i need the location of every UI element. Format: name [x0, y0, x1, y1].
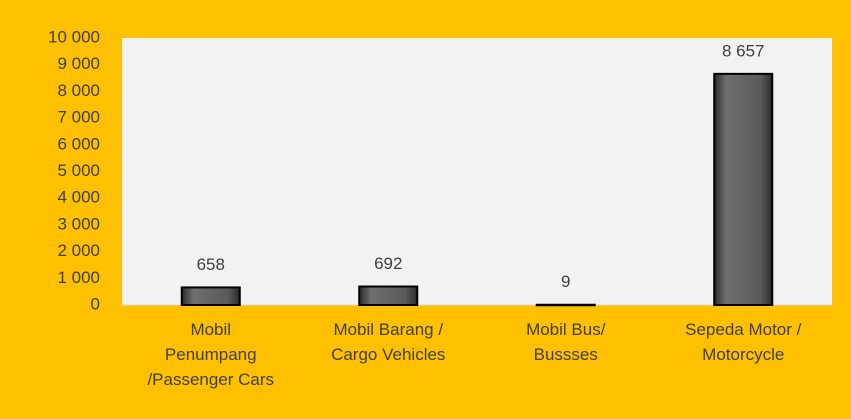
x-tick-label: Mobil Penumpang/Passenger Cars: [147, 320, 274, 389]
data-label: 8 657: [722, 41, 765, 60]
y-tick-label: 2 000: [57, 241, 100, 260]
bar: [180, 286, 241, 306]
y-tick-label: 7 000: [57, 108, 100, 127]
data-label: 692: [374, 254, 402, 273]
y-tick-label: 8 000: [57, 81, 100, 100]
y-tick-label: 5 000: [57, 161, 100, 180]
x-tick-label: Mobil Barang / Cargo Vehicles: [331, 320, 445, 364]
x-tick-label: Sepeda Motor / Motorcycle: [685, 320, 802, 364]
data-label: 9: [561, 272, 570, 291]
bar: [535, 303, 596, 307]
bar: [713, 72, 774, 307]
y-tick-label: 10 000: [48, 27, 100, 46]
y-tick-label: 4 000: [57, 188, 100, 207]
data-label: 658: [197, 255, 225, 274]
bar: [358, 285, 419, 306]
y-tick-label: 9 000: [57, 54, 100, 73]
y-tick-label: 6 000: [57, 134, 100, 153]
y-tick-label: 0: [91, 294, 100, 313]
x-tick-label: Mobil Bus/Bussses: [526, 320, 606, 364]
y-tick-label: 1 000: [57, 268, 100, 287]
y-tick-label: 3 000: [57, 214, 100, 233]
